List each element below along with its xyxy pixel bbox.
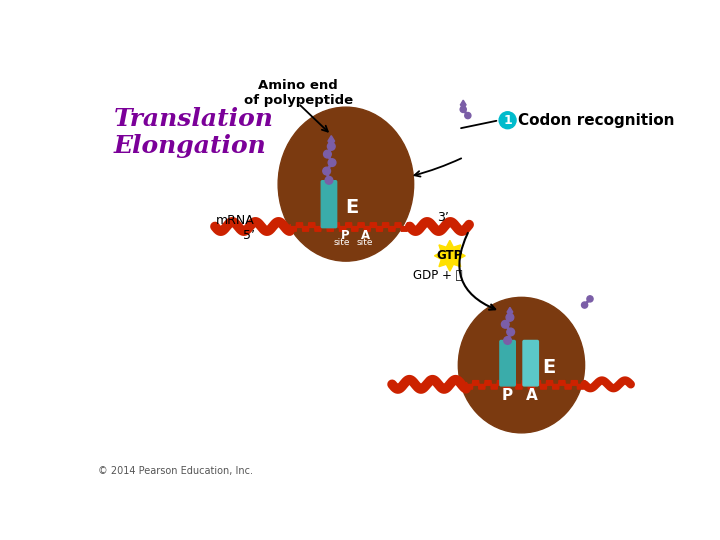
Circle shape [323, 150, 331, 158]
Text: © 2014 Pearson Education, Inc.: © 2014 Pearson Education, Inc. [98, 466, 253, 476]
Circle shape [587, 296, 593, 302]
Circle shape [499, 112, 516, 129]
Text: GTP: GTP [437, 249, 463, 262]
Circle shape [460, 106, 467, 112]
FancyBboxPatch shape [321, 181, 337, 228]
Text: P: P [341, 230, 350, 242]
Text: site: site [357, 238, 374, 247]
Text: A: A [526, 388, 538, 403]
Text: P: P [502, 388, 513, 403]
Circle shape [504, 336, 511, 345]
FancyBboxPatch shape [500, 340, 516, 386]
Text: Codon recognition: Codon recognition [518, 113, 675, 128]
Polygon shape [328, 136, 335, 146]
Circle shape [582, 302, 588, 308]
Polygon shape [507, 307, 513, 316]
FancyBboxPatch shape [523, 340, 539, 386]
Text: A: A [361, 230, 369, 242]
Text: Amino end
of polypeptide: Amino end of polypeptide [243, 79, 353, 107]
Text: Translation: Translation [113, 107, 273, 131]
Circle shape [328, 143, 335, 150]
Ellipse shape [278, 107, 414, 261]
Text: site: site [333, 238, 350, 247]
Circle shape [323, 167, 330, 175]
Text: Elongation: Elongation [113, 134, 266, 158]
Circle shape [501, 320, 509, 328]
Polygon shape [461, 100, 466, 110]
Text: 5’: 5’ [243, 230, 255, 242]
Ellipse shape [459, 298, 585, 433]
Text: mRNA: mRNA [216, 214, 255, 227]
Polygon shape [434, 240, 465, 271]
Circle shape [328, 159, 336, 166]
Circle shape [325, 177, 333, 184]
Circle shape [506, 314, 514, 321]
Text: GDP + Ⓟ: GDP + Ⓟ [413, 268, 463, 281]
Text: 3’: 3’ [437, 211, 449, 224]
Circle shape [507, 328, 515, 336]
Text: E: E [541, 358, 555, 377]
Circle shape [464, 112, 471, 119]
Text: 1: 1 [503, 114, 512, 127]
Text: E: E [346, 198, 359, 217]
